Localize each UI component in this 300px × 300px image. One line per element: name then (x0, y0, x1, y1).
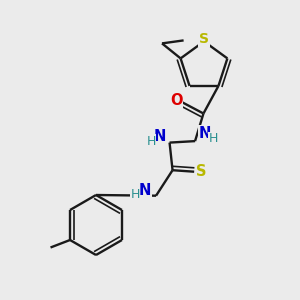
Text: N: N (154, 128, 166, 143)
Text: S: S (199, 32, 209, 46)
Text: N: N (199, 126, 211, 141)
Text: O: O (170, 93, 183, 108)
Text: S: S (196, 164, 206, 179)
Text: H: H (130, 188, 140, 201)
Text: H: H (209, 132, 218, 145)
Text: H: H (146, 135, 156, 148)
Text: N: N (139, 183, 151, 198)
